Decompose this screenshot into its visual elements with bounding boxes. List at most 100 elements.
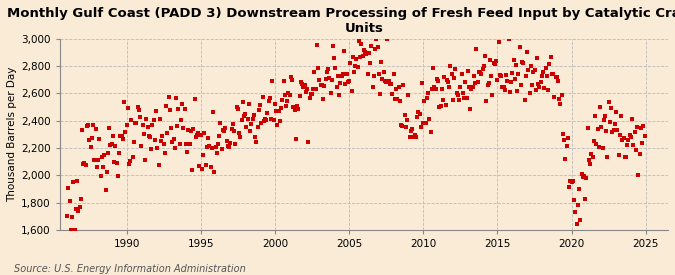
Point <box>286 75 296 79</box>
Point <box>477 67 488 72</box>
Point <box>482 83 493 87</box>
Point <box>260 116 271 121</box>
Point <box>456 72 467 76</box>
Point <box>173 107 184 111</box>
Point <box>560 157 571 161</box>
Point <box>236 118 247 122</box>
Point <box>415 125 426 129</box>
Point <box>580 197 591 201</box>
Point <box>92 158 103 162</box>
Point <box>429 84 440 89</box>
Point <box>290 137 301 141</box>
Point <box>497 85 508 89</box>
Point <box>597 146 608 150</box>
Point <box>250 135 261 140</box>
Point <box>184 142 195 146</box>
Point <box>174 141 185 146</box>
Point <box>183 127 194 132</box>
Point <box>393 85 404 90</box>
Point <box>472 79 483 84</box>
Point <box>639 134 650 138</box>
Point <box>296 80 306 84</box>
Point <box>553 79 564 83</box>
Point <box>148 118 159 122</box>
Point <box>562 144 572 148</box>
Point <box>344 79 354 84</box>
Point <box>577 175 588 180</box>
Point <box>364 60 375 65</box>
Point <box>324 76 335 80</box>
Point <box>221 139 232 143</box>
Point <box>361 52 372 56</box>
Point <box>290 108 300 112</box>
Point <box>387 92 398 96</box>
Point <box>622 142 632 147</box>
Point <box>435 104 446 108</box>
Point <box>269 102 280 106</box>
Point <box>381 80 392 84</box>
Point <box>211 150 222 155</box>
Point <box>70 207 81 211</box>
Point <box>176 118 186 122</box>
Point <box>105 143 116 147</box>
Point <box>428 65 439 70</box>
Point <box>318 97 329 101</box>
Point <box>404 135 415 139</box>
Point <box>283 91 294 95</box>
Point <box>519 97 530 102</box>
Point <box>210 144 221 149</box>
Point <box>525 64 536 69</box>
Point <box>302 87 313 91</box>
Point <box>292 104 302 108</box>
Point <box>277 98 288 102</box>
Point <box>610 122 620 127</box>
Point <box>632 125 643 130</box>
Point <box>299 83 310 87</box>
Point <box>241 125 252 129</box>
Point <box>68 180 79 185</box>
Point <box>284 93 295 97</box>
Point <box>538 70 549 74</box>
Point <box>498 85 509 89</box>
Point <box>392 97 403 101</box>
Point <box>86 136 97 141</box>
Point <box>167 140 178 144</box>
Point <box>73 208 84 213</box>
Point <box>397 124 408 128</box>
Point <box>121 123 132 127</box>
Point <box>113 173 124 178</box>
Point <box>371 37 381 41</box>
Point <box>116 134 127 138</box>
Point <box>128 155 138 159</box>
Point <box>366 44 377 48</box>
Point <box>235 135 246 139</box>
Point <box>91 164 102 169</box>
Point <box>342 80 353 84</box>
Point <box>419 98 430 103</box>
Point <box>202 136 213 141</box>
Point <box>462 68 473 73</box>
Point <box>348 54 358 59</box>
Point <box>281 104 292 108</box>
Point <box>171 96 182 101</box>
Point <box>440 103 451 107</box>
Point <box>294 94 305 98</box>
Point <box>451 91 462 95</box>
Text: Source: U.S. Energy Information Administration: Source: U.S. Energy Information Administ… <box>14 264 245 274</box>
Point <box>452 93 463 97</box>
Point <box>110 144 121 148</box>
Point <box>230 142 241 147</box>
Point <box>279 93 290 97</box>
Point <box>232 107 243 111</box>
Point <box>122 106 133 111</box>
Point <box>99 153 109 157</box>
Point <box>618 136 629 140</box>
Point <box>120 130 131 134</box>
Point <box>327 78 338 82</box>
Point <box>126 118 137 122</box>
Point <box>612 128 623 133</box>
Point <box>576 172 587 176</box>
Point <box>523 68 534 72</box>
Point <box>265 96 275 100</box>
Point <box>74 205 85 210</box>
